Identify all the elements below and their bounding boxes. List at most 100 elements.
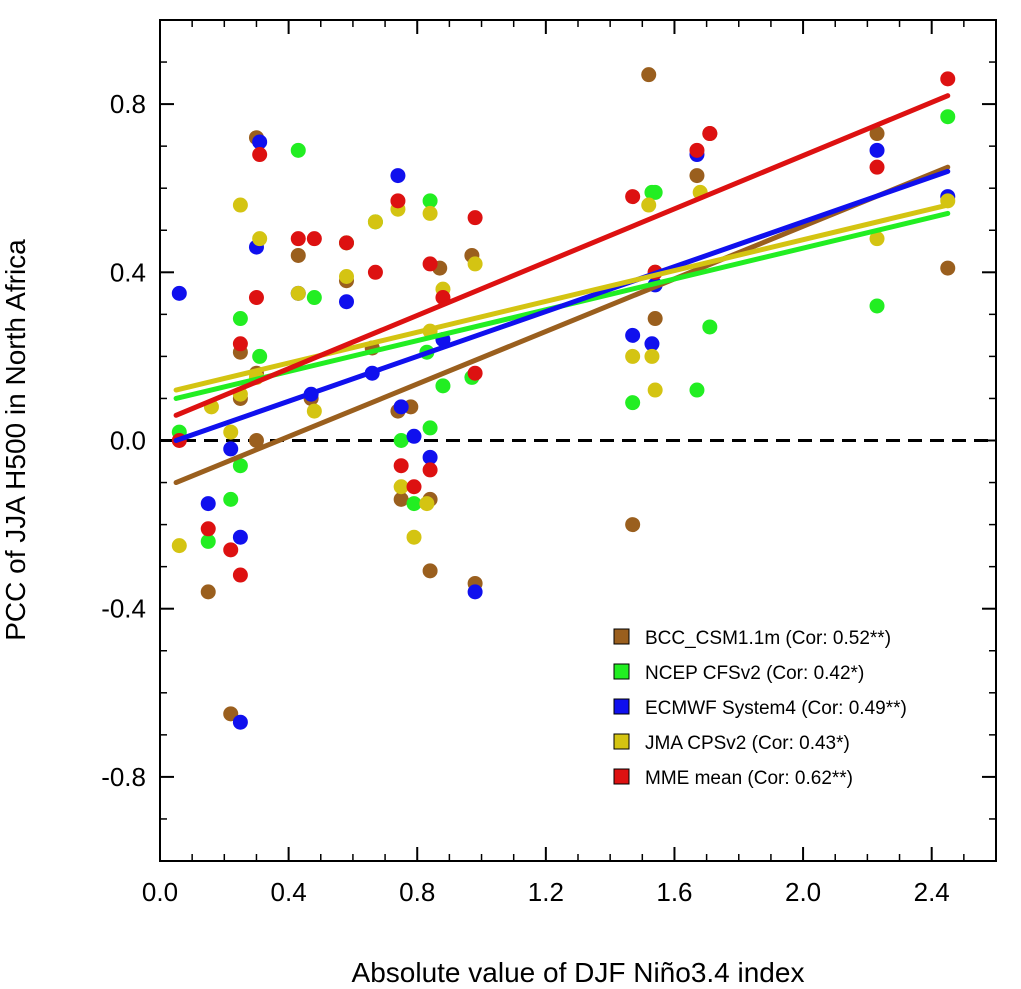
data-point [223, 542, 239, 558]
data-point [467, 584, 483, 600]
data-point [200, 533, 216, 549]
data-point [393, 491, 409, 507]
data-point [406, 428, 422, 444]
data-point [232, 311, 248, 327]
data-point [390, 193, 406, 209]
data-point [406, 479, 422, 495]
y-tick-label: 0.8 [110, 89, 146, 119]
data-point [306, 290, 322, 306]
legend: BCC_CSM1.1m (Cor: 0.52**) NCEP CFSv2 (Cor… [613, 628, 907, 789]
data-point [393, 458, 409, 474]
data-point [869, 231, 885, 247]
data-point [647, 184, 663, 200]
x-tick-label: 2.4 [914, 877, 950, 907]
x-tick-label: 1.2 [528, 877, 564, 907]
data-point [232, 458, 248, 474]
regression-line [173, 202, 951, 393]
data-point [644, 348, 660, 364]
data-point [223, 491, 239, 507]
data-point [306, 231, 322, 247]
data-point [171, 285, 187, 301]
data-point [940, 71, 956, 87]
data-point [689, 142, 705, 158]
x-axis-label: Absolute value of DJF Niño3.4 index [352, 957, 805, 988]
data-point [223, 441, 239, 457]
data-point [248, 433, 264, 448]
data-point [869, 159, 885, 175]
data-point [702, 126, 718, 142]
data-point [338, 235, 354, 251]
regression-line [173, 168, 951, 443]
data-point [223, 706, 239, 722]
data-point [306, 403, 322, 419]
data-point [252, 231, 268, 247]
data-point [232, 197, 248, 213]
data-point [647, 311, 663, 327]
data-point [869, 126, 885, 142]
data-point [232, 714, 248, 730]
y-axis-label: PCC of JJA H500 in North Africa [0, 239, 31, 641]
data-point [232, 529, 248, 545]
data-point [171, 538, 187, 554]
data-point [940, 109, 956, 125]
data-point [232, 336, 248, 352]
data-point [422, 205, 438, 221]
data-point [390, 168, 406, 184]
data-point [644, 336, 660, 352]
x-tick-label: 0.0 [142, 877, 178, 907]
regression-line [173, 93, 951, 418]
data-point [647, 382, 663, 398]
data-point [625, 327, 641, 343]
data-point [290, 142, 306, 158]
data-point [869, 298, 885, 314]
regression-line [173, 164, 951, 486]
data-point [232, 567, 248, 583]
legend-label: BCC_CSM1.1m (Cor: 0.52**) [645, 628, 891, 649]
x-tick-label: 0.4 [271, 877, 307, 907]
data-point [625, 189, 641, 205]
data-point [869, 142, 885, 158]
x-tick-label: 0.8 [399, 877, 435, 907]
y-tick-label: 0.0 [110, 426, 146, 456]
data-point [467, 365, 483, 381]
data-point [200, 521, 216, 537]
x-tick-label: 2.0 [785, 877, 821, 907]
data-point [467, 210, 483, 226]
data-point [252, 348, 268, 364]
data-point [625, 395, 641, 411]
data-point [422, 420, 438, 436]
data-point [200, 496, 216, 512]
data-point [689, 168, 705, 184]
data-point [290, 247, 306, 263]
legend-label: ECMWF System4 (Cor: 0.49**) [645, 698, 907, 719]
data-point [419, 496, 435, 512]
data-point [940, 260, 956, 276]
legend-swatch [613, 663, 630, 680]
data-point [338, 269, 354, 285]
data-point [406, 496, 422, 512]
data-point [200, 584, 216, 600]
data-point [422, 256, 438, 272]
data-point [406, 529, 422, 545]
legend-label: JMA CPSv2 (Cor: 0.43*) [645, 733, 850, 754]
data-point [422, 563, 438, 579]
data-point [467, 256, 483, 272]
data-point [422, 449, 438, 465]
x-tick-label: 1.6 [656, 877, 692, 907]
data-point [248, 290, 264, 306]
y-tick-label: -0.4 [101, 594, 146, 624]
data-point [435, 378, 451, 394]
legend-label: MME mean (Cor: 0.62**) [645, 768, 853, 789]
legend-swatch [613, 768, 630, 785]
y-tick-label: 0.4 [110, 257, 146, 287]
data-point [367, 214, 383, 230]
data-point [393, 399, 409, 415]
legend-swatch [613, 628, 630, 645]
data-point [641, 197, 657, 213]
data-point [422, 462, 438, 478]
data-point [641, 67, 657, 83]
data-point [702, 319, 718, 335]
data-point [422, 193, 438, 209]
data-point [290, 285, 306, 301]
